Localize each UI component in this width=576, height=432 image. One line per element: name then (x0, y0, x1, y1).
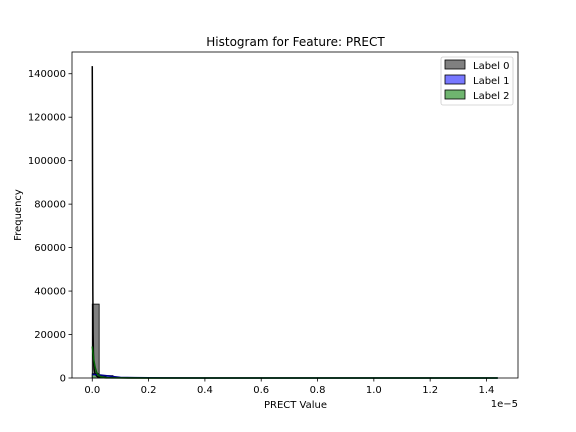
x-axis-label: PRECT Value (264, 400, 327, 411)
y-tick-label: 120000 (28, 113, 66, 124)
x-axis-ticks: 0.0 0.2 0.4 0.6 0.8 1.0 1.2 1.4 (84, 378, 494, 396)
plot-area (71, 51, 519, 379)
legend-swatch-label-0 (444, 59, 466, 70)
y-axis-label: Frequency (13, 189, 24, 241)
x-tick-label: 0.2 (141, 385, 157, 396)
y-tick-label: 140000 (28, 69, 66, 80)
y-tick-label: 20000 (34, 330, 66, 341)
x-tick-label: 0.8 (310, 385, 326, 396)
x-tick-label: 0.6 (253, 385, 269, 396)
x-tick-label: 0.4 (197, 385, 213, 396)
legend-label-0: Label 0 (473, 61, 510, 72)
y-tick-label: 0 (60, 374, 66, 385)
legend: Label 0 Label 1 Label 2 (440, 56, 514, 106)
legend-swatch-label-2 (444, 89, 466, 100)
y-tick-label: 100000 (28, 156, 66, 167)
chart-title: Histogram for Feature: PRECT (206, 35, 385, 49)
legend-swatch-label-1 (444, 74, 466, 85)
y-tick-label: 80000 (34, 200, 66, 211)
plot-background (72, 52, 518, 378)
x-tick-label: 1.2 (422, 385, 438, 396)
y-tick-label: 60000 (34, 243, 66, 254)
y-tick-label: 40000 (34, 287, 66, 298)
legend-label-1: Label 1 (473, 76, 510, 87)
x-axis-offset-label: 1e−5 (491, 399, 518, 410)
axes-frame (71, 51, 519, 379)
legend-label-2: Label 2 (473, 91, 510, 102)
x-tick-label: 0.0 (84, 385, 100, 396)
x-tick-label: 1.0 (366, 385, 382, 396)
y-axis-ticks: 0 20000 40000 60000 80000 100000 120000 140000 (28, 69, 72, 385)
x-tick-label: 1.4 (479, 385, 495, 396)
